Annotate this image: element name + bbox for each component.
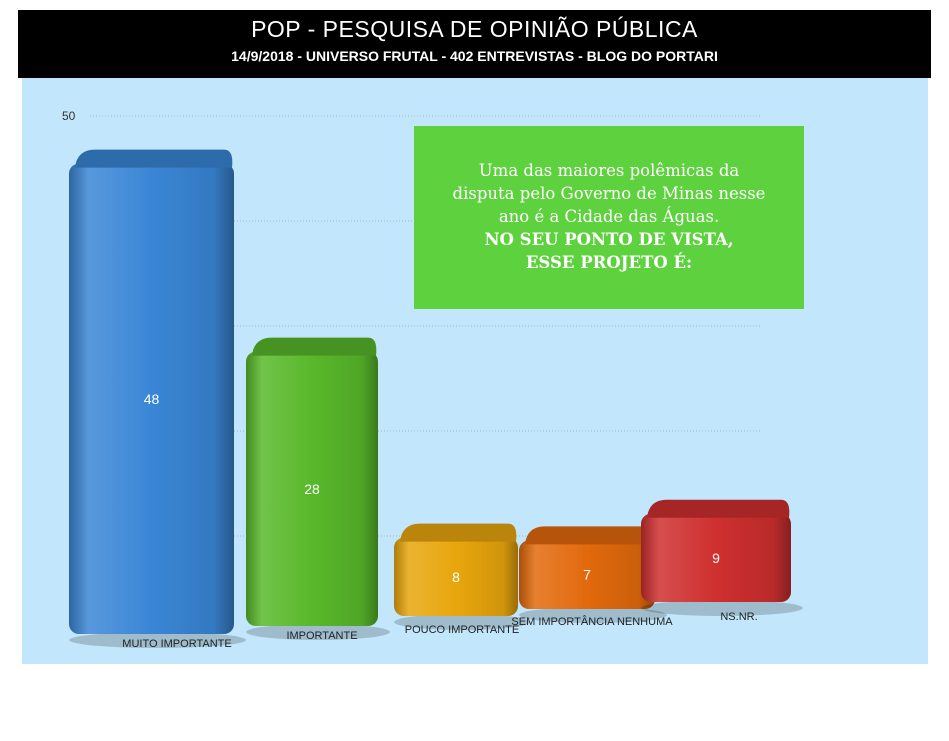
chart-area: 50 48 MUITO IMPORTANTE 28 IMPORTANTE 8 POUCO I… [22,78,928,664]
data-label: 7 [583,567,591,583]
bar [246,351,378,626]
bar-group [519,526,667,623]
callout-line: disputa pelo Governo de Minas nesse [452,184,766,203]
data-label: 9 [712,550,720,566]
category-label: POUCO IMPORTANTE [405,624,520,636]
bar-shadow [641,600,803,616]
bar-chart: 50 48 MUITO IMPORTANTE 28 IMPORTANTE 8 POUCO I… [62,109,803,650]
callout-question: NO SEU PONTO DE VISTA, [484,230,734,249]
bar [394,537,518,616]
data-label: 8 [452,569,460,585]
data-label: 48 [144,391,160,407]
bar [69,163,234,634]
category-label: NS.NR. [720,611,757,623]
bar-shadow [394,614,530,630]
chart-header: POP - PESQUISA DE OPINIÃO PÚBLICA 14/9/2… [18,10,931,78]
bar-group [246,337,390,640]
callout-line: ano é a Cidade das Águas. [498,207,720,226]
bar [519,540,655,609]
bar-group [394,523,530,630]
callout-question: ESSE PROJETO É: [525,253,693,272]
bar-top [400,523,517,542]
bar-group [641,499,803,616]
bar-top [252,337,377,356]
data-label: 28 [304,481,320,497]
bar-top [525,526,654,545]
bar-group [69,149,246,648]
category-label: IMPORTANTE [286,630,357,642]
bar-top [75,149,233,168]
callout-line: Uma das maiores polêmicas da [478,161,740,180]
category-label: SEM IMPORTÂNCIA NENHUMA [511,615,673,628]
bar [641,513,791,602]
bar-shadow [69,632,246,648]
bar-shadow [246,624,390,640]
y-tick-label: 50 [62,109,76,123]
category-label: MUITO IMPORTANTE [122,638,231,650]
question-callout: Uma das maiores polêmicas da disputa pel… [414,126,804,309]
bar-top [647,499,790,518]
chart-subtitle: 14/9/2018 - UNIVERSO FRUTAL - 402 ENTREV… [231,48,718,64]
bar-shadow [519,607,667,623]
chart-title: POP - PESQUISA DE OPINIÃO PÚBLICA [251,16,698,42]
